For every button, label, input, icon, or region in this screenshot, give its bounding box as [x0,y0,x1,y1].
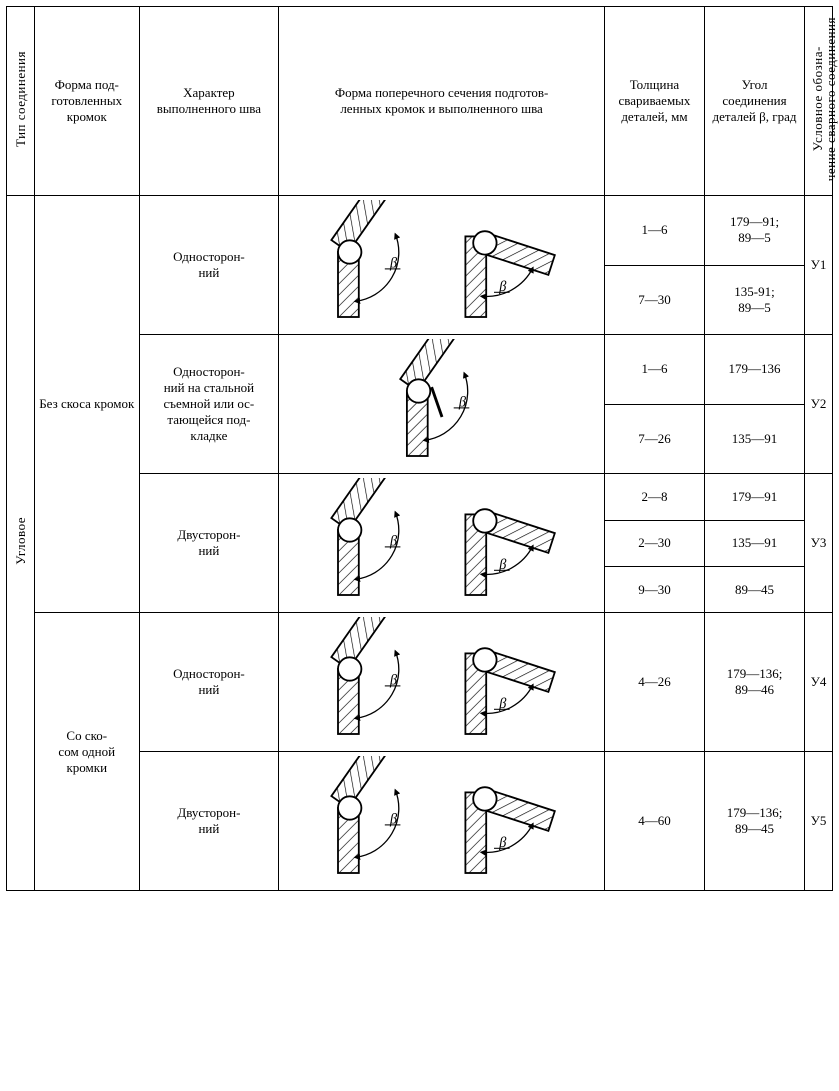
diagram-pair [312,756,572,886]
type-cell: Угловое [7,196,35,891]
thickness-cell: 7—30 [604,265,704,335]
char-cell: Двусторон-ний [139,752,279,891]
diagram-pair [312,617,572,747]
diagram-cell [279,335,605,474]
angle-cell: 179—91 [704,474,804,520]
col-thickness-header: Толщина свариваемых деталей, мм [604,7,704,196]
code-cell: У3 [805,474,833,613]
thickness-cell: 7—26 [604,404,704,474]
char-cell: Односторон-ний [139,613,279,752]
table-row: УгловоеБез скоса кромокОдносторон-ний 1—… [7,196,833,266]
code-cell: У4 [805,613,833,752]
diagram-cell [279,474,605,613]
table-header: Тип соединения Форма под-готовленных кро… [7,7,833,196]
angle-cell: 179—91;89—5 [704,196,804,266]
diagram-pair [312,200,572,330]
table-body: Угловое Без скоса кромокОдносторон-ний 1—… [7,196,833,891]
diagram-cell [279,196,605,335]
char-cell: Односторон-ний [139,196,279,335]
code-cell: У1 [805,196,833,335]
thickness-cell: 9—30 [604,566,704,612]
form-prep-cell: Без скоса кромок [34,196,139,613]
diagram-pair [312,478,572,608]
thickness-cell: 1—6 [604,196,704,266]
code-cell: У2 [805,335,833,474]
thickness-cell: 2—30 [604,520,704,566]
col-angle-header: Угол соединения деталей β, град [704,7,804,196]
angle-cell: 135-91;89—5 [704,265,804,335]
char-cell: Двусторон-ний [139,474,279,613]
char-cell: Односторон-ний на стальной съемной или о… [139,335,279,474]
angle-cell: 179—136;89—45 [704,752,804,891]
table-row: Со ско-сом одной кромкиОдносторон-ний 4—… [7,613,833,752]
thickness-cell: 2—8 [604,474,704,520]
col-section-header: Форма поперечного сечения подготов-ленны… [279,7,605,196]
weld-joint-table: Тип соединения Форма под-готовленных кро… [6,6,833,891]
angle-cell: 89—45 [704,566,804,612]
type-label: Угловое [12,511,29,571]
col-type-header: Тип соединения [7,7,35,196]
angle-cell: 179—136;89—46 [704,613,804,752]
code-cell: У5 [805,752,833,891]
angle-cell: 135—91 [704,520,804,566]
form-prep-cell: Со ско-сом одной кромки [34,613,139,891]
col-code-header: Условное обозна-чение сварного соединени… [805,7,833,196]
thickness-cell: 1—6 [604,335,704,405]
angle-cell: 135—91 [704,404,804,474]
diagram-cell [279,613,605,752]
diagram-single-plate [357,339,527,469]
col-char-header: Характер выполненного шва [139,7,279,196]
angle-cell: 179—136 [704,335,804,405]
thickness-cell: 4—26 [604,613,704,752]
diagram-cell [279,752,605,891]
col-form-prep-header: Форма под-готовленных кромок [34,7,139,196]
thickness-cell: 4—60 [604,752,704,891]
